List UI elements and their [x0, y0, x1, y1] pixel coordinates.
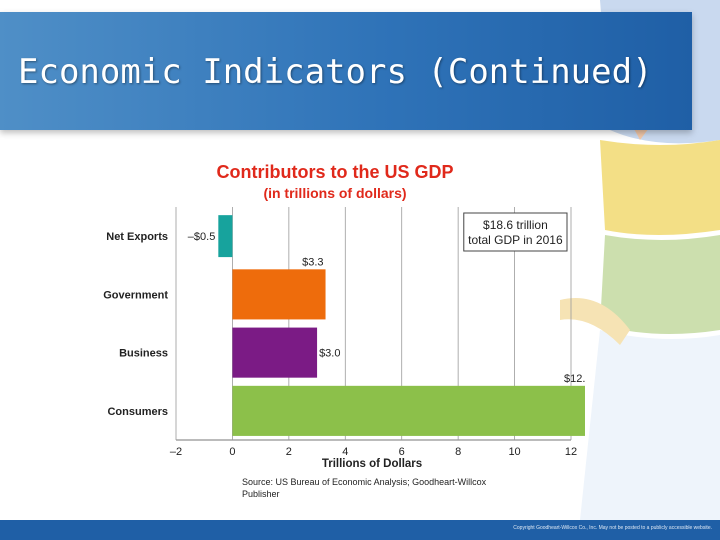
x-tick-label: 2 — [286, 446, 292, 458]
annotation-box — [463, 212, 568, 252]
x-axis-label: Trillions of Dollars — [322, 458, 422, 470]
data-label: $3.3 — [302, 256, 323, 268]
category-label: Government — [103, 289, 168, 301]
data-label: $3.0 — [319, 348, 340, 360]
footer-bar: Copyright Goodheart-Willcox Co., Inc. Ma… — [0, 520, 720, 540]
gdp-chart: Contributors to the US GDP (in trillions… — [95, 155, 594, 525]
chart-title: Contributors to the US GDP — [217, 162, 454, 182]
x-tick-label: –2 — [170, 446, 182, 458]
chart-subtitle: (in trillions of dollars) — [263, 185, 406, 201]
category-label: Business — [119, 348, 168, 360]
slide-title: Economic Indicators (Continued) — [18, 52, 653, 92]
x-tick-label: 4 — [342, 446, 348, 458]
bar — [232, 385, 594, 436]
x-tick-label: 6 — [399, 446, 405, 458]
bar — [232, 269, 326, 320]
category-label: Consumers — [107, 406, 168, 418]
copyright-notice: Copyright Goodheart-Willcox Co., Inc. Ma… — [513, 525, 712, 531]
title-bar — [0, 12, 692, 130]
chart-svg: Contributors to the US GDP (in trillions… — [103, 162, 594, 499]
category-label: Net Exports — [106, 231, 168, 243]
source-note: Source: US Bureau of Economic Analysis; … — [242, 477, 489, 499]
bar — [218, 215, 233, 258]
data-label: –$0.5 — [188, 231, 216, 243]
x-tick-label: 8 — [455, 446, 461, 458]
x-tick-label: 12 — [565, 446, 577, 458]
data-label: $12.8 — [564, 373, 585, 385]
annotation-text: $18.6 trillion total GDP in 2016 — [468, 218, 563, 247]
x-tick-label: 10 — [508, 446, 520, 458]
x-tick-label: 0 — [229, 446, 235, 458]
bar — [232, 327, 318, 378]
